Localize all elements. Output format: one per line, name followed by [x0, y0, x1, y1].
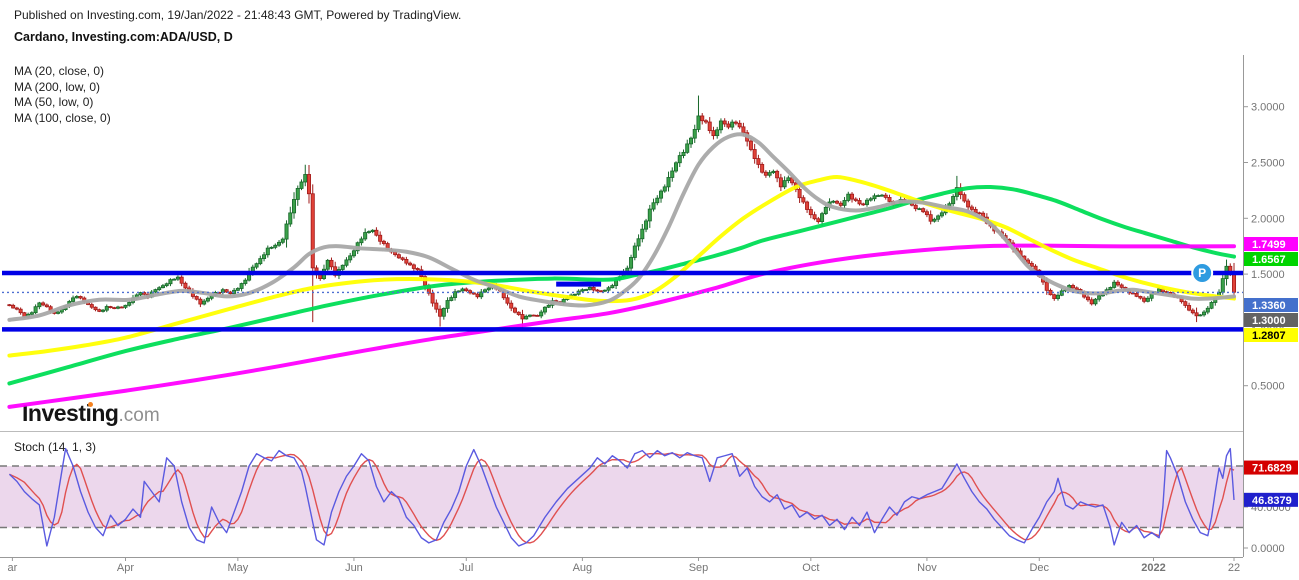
price-tick-label: 0.5000: [1251, 381, 1285, 393]
price-tick-label: 3.0000: [1251, 102, 1285, 114]
axis-badge: 1.6567: [1244, 252, 1298, 266]
price-tick-label: 1.5000: [1251, 269, 1285, 281]
investing-logo-orange-dot-icon: [88, 402, 93, 407]
time-tick-label: 22: [1228, 562, 1240, 574]
pivot-p-marker-icon: P: [1191, 261, 1214, 284]
svg-text:1.3000: 1.3000: [1252, 315, 1286, 327]
axis-badge: 46.8379: [1244, 492, 1298, 507]
time-tick-label: Oct: [802, 562, 819, 574]
svg-text:1.2807: 1.2807: [1252, 330, 1286, 342]
time-tick-label: Dec: [1029, 562, 1049, 574]
ma-legend: MA (20, close, 0) MA (200, low, 0) MA (5…: [14, 64, 111, 126]
time-tick-label: Sep: [689, 562, 709, 574]
svg-text:P: P: [1198, 266, 1206, 280]
time-tick-label: 2022: [1141, 562, 1165, 574]
price-tick-label: 2.0000: [1251, 213, 1285, 225]
symbol-title: Cardano, Investing.com:ADA/USD, D: [14, 30, 233, 44]
ma-line: [7, 243, 1237, 409]
stoch-indicator-label: Stoch (14, 1, 3): [14, 440, 97, 454]
ma-legend-item: MA (50, low, 0): [14, 95, 94, 109]
axis-badge: 1.7499: [1244, 237, 1298, 251]
price-pane: P: [2, 95, 1243, 409]
ma-legend-item: MA (200, low, 0): [14, 79, 101, 94]
axis-badge: 1.3000: [1244, 313, 1298, 327]
axis-badge: 71.6829: [1244, 460, 1298, 475]
svg-text:71.6829: 71.6829: [1252, 463, 1292, 475]
time-tick-label: Jun: [345, 562, 363, 574]
ma-legend-item: MA (20, close, 0): [14, 64, 105, 78]
stoch-pane: [0, 447, 1243, 547]
time-tick-label: Aug: [573, 562, 593, 574]
ma-line: [7, 175, 1237, 358]
time-tick-label: Apr: [117, 562, 134, 574]
stoch-d-line: [9, 452, 1235, 544]
stoch-tick-label: 0.0000: [1251, 543, 1285, 555]
axis-badge: 1.3360: [1244, 298, 1298, 312]
time-tick-label: May: [227, 562, 248, 574]
stoch-k-line: [8, 447, 1235, 547]
time-tick-label: Nov: [917, 562, 937, 574]
stoch-band: [0, 466, 1243, 528]
published-line: Published on Investing.com, 19/Jan/2022 …: [14, 8, 462, 22]
svg-text:1.6567: 1.6567: [1252, 254, 1286, 266]
ma-line: [7, 184, 1237, 386]
time-tick-label: ar: [8, 562, 18, 574]
svg-text:1.3360: 1.3360: [1252, 300, 1286, 312]
svg-text:1.7499: 1.7499: [1252, 239, 1286, 251]
axis-badge: 1.2807: [1244, 328, 1298, 342]
svg-text:46.8379: 46.8379: [1252, 495, 1292, 507]
ma-legend-item: MA (100, close, 0): [14, 110, 111, 125]
investing-logo-com: .com: [118, 405, 160, 426]
time-tick-label: Jul: [459, 562, 473, 574]
price-tick-label: 2.5000: [1251, 158, 1285, 170]
